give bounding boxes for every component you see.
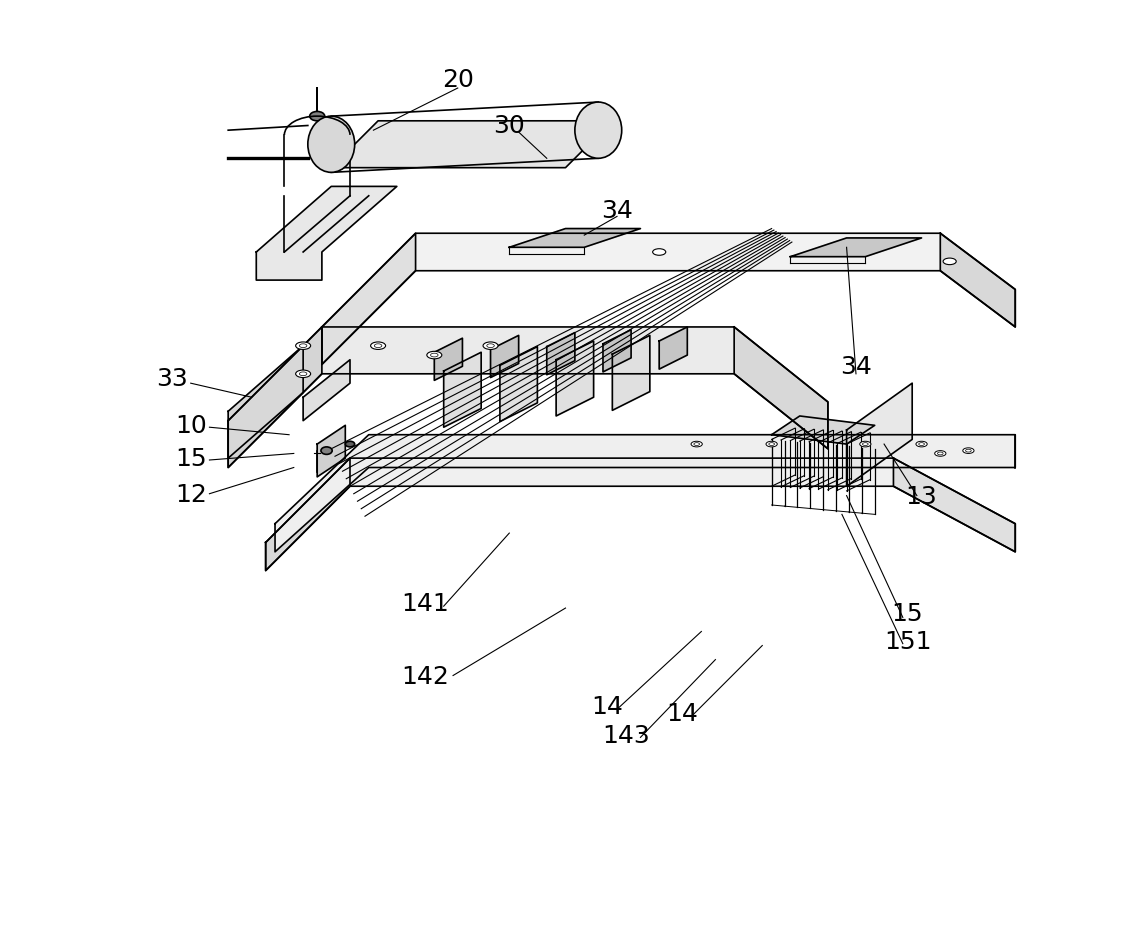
- Ellipse shape: [431, 354, 438, 358]
- Ellipse shape: [300, 373, 307, 376]
- Text: 151: 151: [883, 629, 931, 653]
- Polygon shape: [847, 384, 913, 487]
- Polygon shape: [266, 459, 349, 571]
- Polygon shape: [257, 187, 397, 281]
- Polygon shape: [771, 417, 874, 445]
- Polygon shape: [556, 342, 594, 417]
- Ellipse shape: [966, 450, 972, 453]
- Polygon shape: [893, 459, 1016, 552]
- Ellipse shape: [691, 442, 702, 447]
- Polygon shape: [500, 347, 537, 422]
- Polygon shape: [940, 234, 1016, 328]
- Text: 33: 33: [156, 367, 188, 391]
- Text: 14: 14: [666, 701, 699, 725]
- Text: 30: 30: [493, 114, 525, 139]
- Ellipse shape: [962, 448, 974, 454]
- Polygon shape: [546, 333, 575, 375]
- Text: 15: 15: [891, 601, 923, 625]
- Polygon shape: [509, 229, 640, 248]
- Ellipse shape: [295, 343, 311, 350]
- Ellipse shape: [860, 442, 871, 447]
- Polygon shape: [228, 328, 828, 468]
- Text: 13: 13: [906, 484, 938, 508]
- Text: 10: 10: [175, 414, 207, 438]
- Polygon shape: [659, 328, 688, 370]
- Ellipse shape: [486, 344, 494, 348]
- Ellipse shape: [916, 442, 927, 447]
- Polygon shape: [228, 346, 303, 459]
- Ellipse shape: [295, 371, 311, 378]
- Ellipse shape: [918, 443, 924, 446]
- Ellipse shape: [310, 112, 325, 122]
- Polygon shape: [443, 353, 481, 428]
- Polygon shape: [791, 239, 922, 257]
- Polygon shape: [434, 339, 463, 381]
- Ellipse shape: [694, 443, 699, 446]
- Text: 14: 14: [592, 695, 623, 719]
- Ellipse shape: [863, 443, 869, 446]
- Polygon shape: [734, 328, 828, 449]
- Text: 20: 20: [442, 67, 474, 92]
- Polygon shape: [331, 122, 612, 168]
- Ellipse shape: [371, 343, 386, 350]
- Polygon shape: [228, 328, 322, 468]
- Ellipse shape: [300, 344, 307, 348]
- Polygon shape: [303, 360, 349, 421]
- Text: 143: 143: [603, 723, 650, 747]
- Ellipse shape: [938, 453, 943, 456]
- Ellipse shape: [321, 447, 333, 455]
- Polygon shape: [491, 336, 519, 378]
- Text: 15: 15: [175, 446, 207, 471]
- Polygon shape: [322, 234, 415, 365]
- Ellipse shape: [943, 259, 956, 266]
- Polygon shape: [266, 459, 1016, 571]
- Ellipse shape: [308, 117, 355, 173]
- Ellipse shape: [653, 250, 666, 256]
- Text: 141: 141: [402, 592, 449, 616]
- Polygon shape: [275, 435, 1016, 552]
- Text: 34: 34: [840, 355, 872, 379]
- Ellipse shape: [769, 443, 775, 446]
- Ellipse shape: [345, 442, 355, 447]
- Polygon shape: [322, 234, 1016, 365]
- Text: 34: 34: [601, 198, 633, 223]
- Ellipse shape: [575, 103, 622, 159]
- Polygon shape: [603, 330, 631, 373]
- Ellipse shape: [374, 344, 382, 348]
- Ellipse shape: [426, 352, 442, 359]
- Ellipse shape: [934, 451, 946, 457]
- Polygon shape: [317, 426, 345, 477]
- Polygon shape: [612, 336, 650, 411]
- Ellipse shape: [766, 442, 777, 447]
- Text: 12: 12: [175, 482, 207, 506]
- Ellipse shape: [483, 343, 498, 350]
- Text: 142: 142: [402, 664, 449, 688]
